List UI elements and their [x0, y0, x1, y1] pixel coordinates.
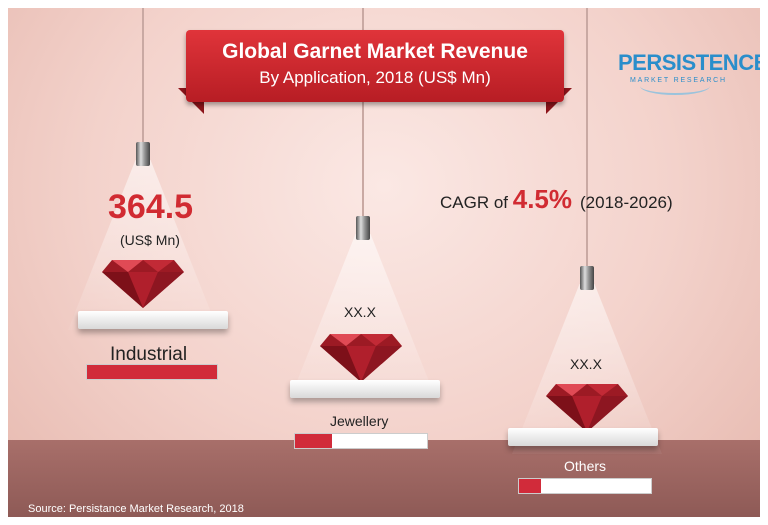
lamp-wire — [362, 8, 364, 220]
jewellery-bar — [294, 433, 428, 449]
others-label: Others — [564, 458, 607, 474]
cagr-prefix: CAGR of — [440, 193, 513, 212]
garnet-gem-icon — [320, 334, 402, 382]
garnet-gem-icon — [546, 384, 628, 432]
lamp-wire — [586, 8, 588, 270]
display-shelf — [508, 428, 658, 446]
jewellery-value: XX.X — [344, 304, 376, 320]
infographic: Global Garnet Market Revenue By Applicat… — [8, 8, 760, 517]
garnet-gem-icon — [102, 260, 184, 308]
jewellery-bar-fill — [295, 434, 332, 448]
display-shelf — [290, 380, 440, 398]
industrial-bar-fill — [87, 365, 217, 379]
others-bar-fill — [519, 479, 542, 493]
cagr-value: 4.5% — [512, 184, 573, 214]
logo-swoosh-icon — [640, 77, 710, 95]
lamp-wire — [142, 8, 144, 148]
others-bar — [518, 478, 652, 494]
title-banner: Global Garnet Market Revenue By Applicat… — [186, 30, 564, 102]
spotlight-icon — [136, 142, 150, 166]
cagr-callout: CAGR of 4.5% (2018-2026) — [440, 184, 673, 215]
logo: PERSISTENCE MARKET RESEARCH — [618, 50, 760, 100]
jewellery-label: Jewellery — [330, 413, 389, 429]
title-line-2: By Application, 2018 (US$ Mn) — [259, 68, 491, 87]
industrial-unit: (US$ Mn) — [120, 232, 180, 248]
industrial-value: 364.5 — [108, 188, 194, 226]
display-shelf — [78, 311, 228, 329]
others-value: XX.X — [570, 356, 602, 372]
spotlight-icon — [580, 266, 594, 290]
title-line-1: Global Garnet Market Revenue — [222, 40, 528, 63]
industrial-bar — [86, 364, 218, 380]
spotlight-icon — [356, 216, 370, 240]
industrial-label: Industrial — [110, 344, 188, 365]
logo-name: PERSISTENCE — [618, 50, 760, 75]
source-note: Source: Persistance Market Research, 201… — [28, 503, 244, 515]
cagr-period: (2018-2026) — [580, 193, 673, 212]
